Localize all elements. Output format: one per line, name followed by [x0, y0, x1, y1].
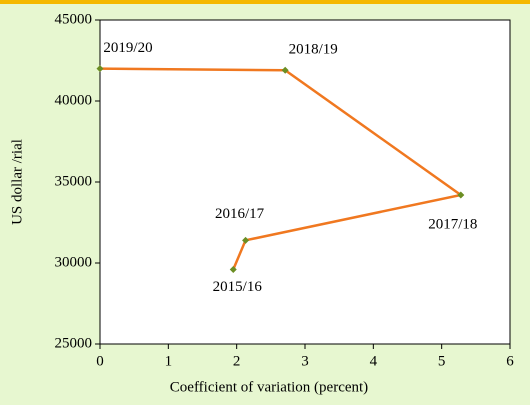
marker	[96, 65, 104, 73]
marker	[229, 265, 237, 273]
x-tick-label: 6	[506, 353, 514, 369]
x-axis-label: Coefficient of variation (percent)	[170, 379, 368, 395]
y-axis-label: US dollar /rial	[9, 139, 25, 225]
y-tick-label: 35000	[55, 173, 93, 189]
x-tick-label: 2	[233, 353, 241, 369]
point-label: 2016/17	[215, 206, 265, 222]
x-tick-label: 3	[301, 353, 309, 369]
top-border	[0, 0, 530, 4]
marker	[281, 66, 289, 74]
y-tick-label: 45000	[55, 11, 93, 27]
point-label: 2017/18	[428, 216, 477, 232]
point-label: 2015/16	[213, 279, 263, 295]
x-tick-label: 0	[96, 353, 104, 369]
x-tick-label: 1	[165, 353, 173, 369]
x-tick-label: 4	[370, 353, 378, 369]
marker	[242, 236, 250, 244]
y-tick-label: 40000	[55, 92, 93, 108]
marker	[457, 191, 465, 199]
point-label: 2019/20	[103, 40, 152, 56]
x-tick-label: 5	[438, 353, 446, 369]
y-tick-label: 30000	[55, 254, 93, 270]
y-tick-label: 25000	[55, 335, 93, 351]
point-label: 2018/19	[289, 42, 338, 58]
